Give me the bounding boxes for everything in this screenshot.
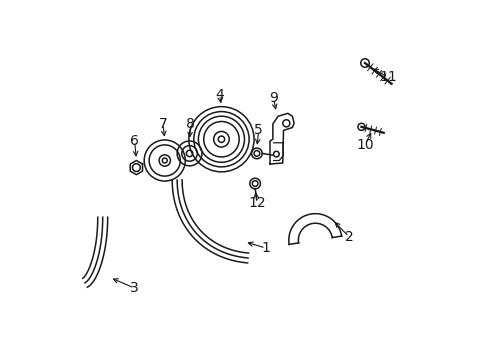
Text: 8: 8 — [186, 117, 195, 131]
Text: 9: 9 — [268, 91, 278, 105]
Text: 3: 3 — [130, 281, 139, 295]
Text: 1: 1 — [261, 241, 270, 255]
Text: 10: 10 — [355, 138, 373, 152]
Text: 7: 7 — [158, 117, 167, 131]
Text: 4: 4 — [215, 88, 224, 102]
Text: 2: 2 — [344, 230, 353, 244]
Text: 11: 11 — [378, 70, 396, 84]
Text: 12: 12 — [247, 196, 265, 210]
Text: 6: 6 — [130, 134, 139, 148]
Text: 5: 5 — [254, 123, 263, 138]
